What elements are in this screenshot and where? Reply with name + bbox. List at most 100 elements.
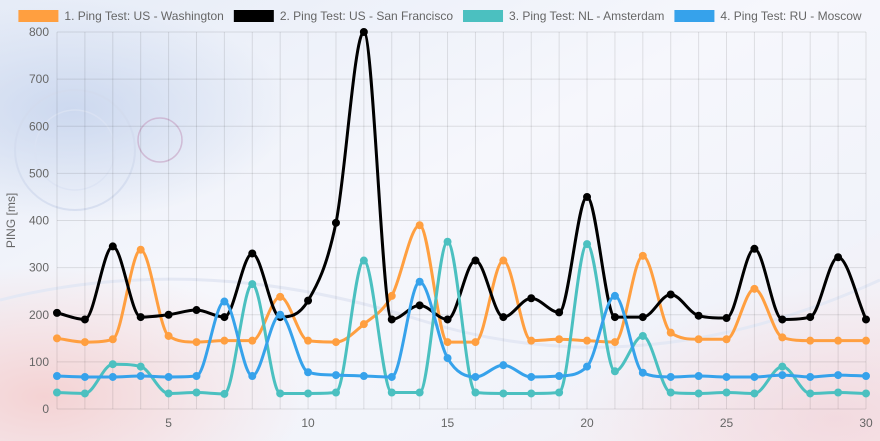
- data-point[interactable]: [694, 311, 703, 320]
- data-point[interactable]: [666, 388, 675, 397]
- data-point[interactable]: [610, 313, 619, 322]
- data-point[interactable]: [834, 388, 843, 397]
- data-point[interactable]: [80, 389, 89, 398]
- data-point[interactable]: [471, 372, 480, 381]
- data-point[interactable]: [555, 335, 564, 344]
- data-point[interactable]: [136, 245, 145, 254]
- data-point[interactable]: [415, 388, 424, 397]
- data-point[interactable]: [53, 388, 61, 397]
- data-point[interactable]: [53, 372, 61, 381]
- data-point[interactable]: [778, 362, 787, 371]
- data-point[interactable]: [415, 277, 424, 286]
- data-point[interactable]: [192, 372, 201, 381]
- data-point[interactable]: [499, 256, 508, 265]
- data-point[interactable]: [80, 315, 89, 324]
- data-point[interactable]: [276, 310, 285, 319]
- data-point[interactable]: [722, 335, 731, 344]
- data-point[interactable]: [862, 315, 870, 324]
- data-point[interactable]: [304, 336, 313, 345]
- data-point[interactable]: [555, 308, 564, 317]
- data-point[interactable]: [359, 256, 368, 265]
- data-point[interactable]: [778, 315, 787, 324]
- data-point[interactable]: [359, 372, 368, 381]
- data-point[interactable]: [331, 371, 340, 380]
- legend-item[interactable]: 2. Ping Test: US - San Francisco: [233, 9, 454, 23]
- data-point[interactable]: [276, 292, 285, 301]
- legend[interactable]: 1. Ping Test: US - Washington 2. Ping Tes…: [18, 9, 862, 23]
- data-point[interactable]: [694, 335, 703, 344]
- data-point[interactable]: [555, 388, 564, 397]
- data-point[interactable]: [555, 372, 564, 381]
- data-point[interactable]: [443, 315, 452, 324]
- data-point[interactable]: [750, 244, 759, 253]
- data-point[interactable]: [248, 280, 257, 289]
- data-point[interactable]: [499, 313, 508, 322]
- data-point[interactable]: [750, 372, 759, 381]
- data-point[interactable]: [471, 388, 480, 397]
- data-point[interactable]: [638, 368, 647, 377]
- data-point[interactable]: [527, 294, 536, 303]
- data-point[interactable]: [387, 315, 396, 324]
- legend-item[interactable]: 4. Ping Test: RU - Moscow: [674, 9, 862, 23]
- data-point[interactable]: [666, 290, 675, 299]
- data-point[interactable]: [164, 372, 173, 381]
- data-point[interactable]: [527, 336, 536, 345]
- data-point[interactable]: [136, 313, 145, 322]
- data-point[interactable]: [359, 320, 368, 329]
- data-point[interactable]: [750, 284, 759, 293]
- data-point[interactable]: [164, 331, 173, 340]
- data-point[interactable]: [248, 336, 257, 345]
- data-point[interactable]: [722, 372, 731, 381]
- data-point[interactable]: [164, 389, 173, 398]
- data-point[interactable]: [694, 372, 703, 381]
- data-point[interactable]: [53, 334, 61, 343]
- data-point[interactable]: [80, 338, 89, 347]
- data-point[interactable]: [220, 389, 229, 398]
- data-point[interactable]: [80, 372, 89, 381]
- data-point[interactable]: [583, 336, 592, 345]
- data-point[interactable]: [666, 328, 675, 337]
- data-point[interactable]: [610, 291, 619, 300]
- data-point[interactable]: [862, 372, 870, 381]
- data-point[interactable]: [694, 389, 703, 398]
- data-point[interactable]: [136, 372, 145, 381]
- data-point[interactable]: [359, 28, 368, 36]
- data-point[interactable]: [527, 389, 536, 398]
- data-point[interactable]: [583, 362, 592, 371]
- data-point[interactable]: [276, 389, 285, 398]
- data-point[interactable]: [499, 361, 508, 370]
- data-point[interactable]: [192, 306, 201, 315]
- data-point[interactable]: [108, 242, 117, 251]
- data-point[interactable]: [331, 218, 340, 227]
- data-point[interactable]: [499, 389, 508, 398]
- data-point[interactable]: [220, 313, 229, 322]
- data-point[interactable]: [415, 221, 424, 230]
- data-point[interactable]: [834, 336, 843, 345]
- data-point[interactable]: [527, 372, 536, 381]
- data-point[interactable]: [387, 291, 396, 300]
- data-point[interactable]: [304, 389, 313, 398]
- data-point[interactable]: [862, 336, 870, 345]
- data-point[interactable]: [806, 372, 815, 381]
- data-point[interactable]: [331, 388, 340, 397]
- data-point[interactable]: [415, 301, 424, 310]
- data-point[interactable]: [471, 338, 480, 347]
- data-point[interactable]: [248, 249, 257, 258]
- data-point[interactable]: [862, 389, 870, 398]
- data-point[interactable]: [304, 296, 313, 305]
- data-point[interactable]: [778, 333, 787, 342]
- data-point[interactable]: [722, 388, 731, 397]
- data-point[interactable]: [834, 371, 843, 380]
- data-point[interactable]: [471, 256, 480, 265]
- data-point[interactable]: [806, 313, 815, 322]
- data-point[interactable]: [583, 240, 592, 249]
- data-point[interactable]: [750, 389, 759, 398]
- legend-item[interactable]: 3. Ping Test: NL - Amsterdam: [463, 9, 664, 23]
- data-point[interactable]: [53, 308, 61, 317]
- data-point[interactable]: [610, 367, 619, 376]
- data-point[interactable]: [778, 371, 787, 380]
- data-point[interactable]: [834, 253, 843, 262]
- data-point[interactable]: [610, 338, 619, 347]
- data-point[interactable]: [443, 338, 452, 347]
- data-point[interactable]: [192, 338, 201, 347]
